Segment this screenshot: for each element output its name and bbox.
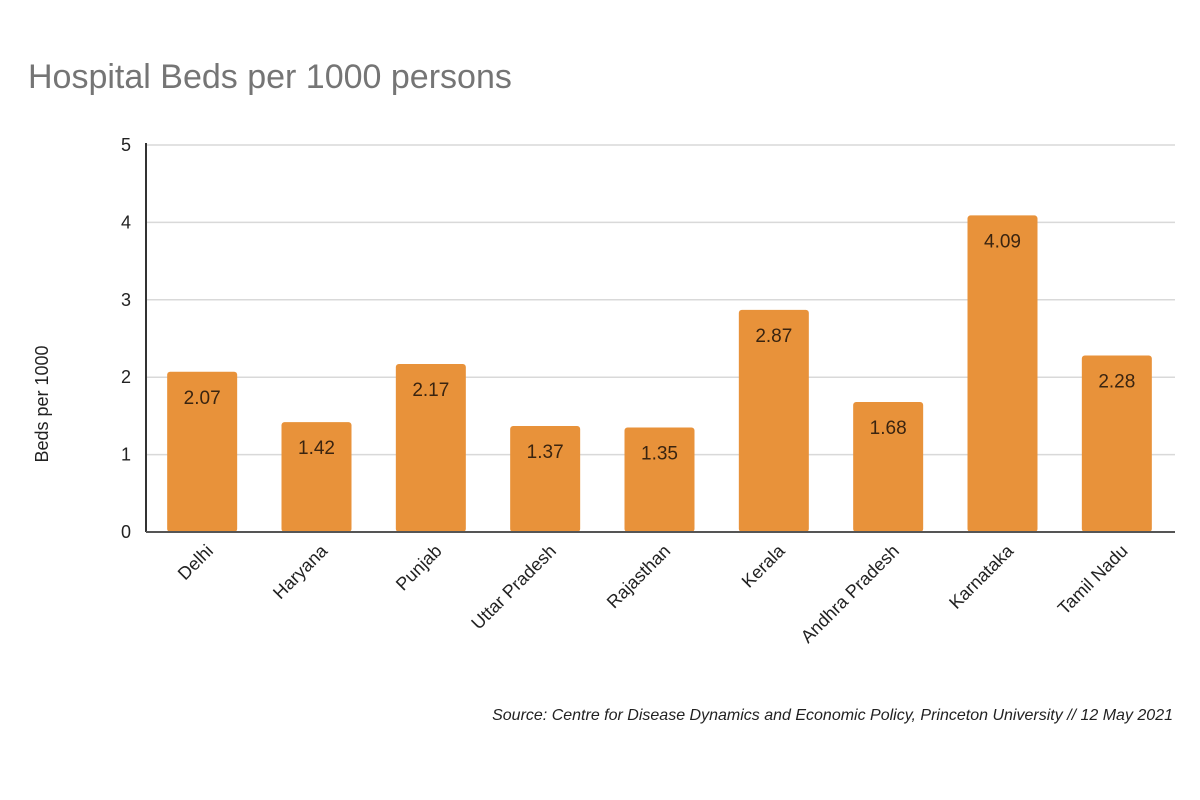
x-tick-label: Andhra Pradesh [797, 541, 903, 647]
x-tick-label: Uttar Pradesh [467, 541, 560, 634]
y-tick-label: 1 [121, 445, 131, 465]
y-tick-label: 2 [121, 367, 131, 387]
data-label: 2.28 [1098, 372, 1135, 393]
y-tick-labels: 0 1 2 3 4 5 [121, 135, 131, 542]
data-label: 1.68 [870, 418, 907, 439]
data-label: 2.17 [412, 380, 449, 401]
y-tick-label: 3 [121, 290, 131, 310]
x-tick-label: Haryana [269, 540, 332, 603]
y-tick-label: 5 [121, 135, 131, 155]
y-tick-label: 4 [121, 212, 131, 232]
x-tick-label: Punjab [392, 541, 446, 595]
x-tick-label: Rajasthan [603, 541, 674, 612]
x-tick-labels: Delhi Haryana Punjab Uttar Pradesh Rajasthan… [174, 540, 1132, 647]
bar [738, 309, 809, 532]
data-label: 2.87 [755, 326, 792, 347]
data-labels: 2.07 1.42 2.17 1.37 1.35 2.87 1.68 4.09 2.28 [184, 231, 1136, 464]
bar [853, 401, 924, 532]
y-tick-label: 0 [121, 522, 131, 542]
bar [167, 371, 238, 532]
source-note: Source: Centre for Disease Dynamics and … [492, 707, 1173, 724]
x-tick-label: Tamil Nadu [1054, 541, 1132, 619]
data-label: 1.42 [298, 438, 335, 459]
bars [167, 215, 1152, 532]
bar [624, 427, 695, 532]
x-tick-label: Karnataka [945, 540, 1018, 613]
y-axis-title: Beds per 1000 [32, 345, 52, 462]
bar [1081, 355, 1152, 532]
data-label: 4.09 [984, 231, 1021, 252]
x-tick-label: Delhi [174, 541, 217, 584]
axes [145, 143, 1175, 533]
data-label: 2.07 [184, 388, 221, 409]
x-tick-label: Kerala [738, 540, 790, 592]
bar [510, 425, 581, 532]
data-label: 1.35 [641, 444, 678, 465]
chart-title: Hospital Beds per 1000 persons [28, 58, 512, 96]
bar [395, 364, 466, 532]
data-label: 1.37 [527, 442, 564, 463]
bar [281, 422, 352, 532]
bar [967, 215, 1038, 532]
